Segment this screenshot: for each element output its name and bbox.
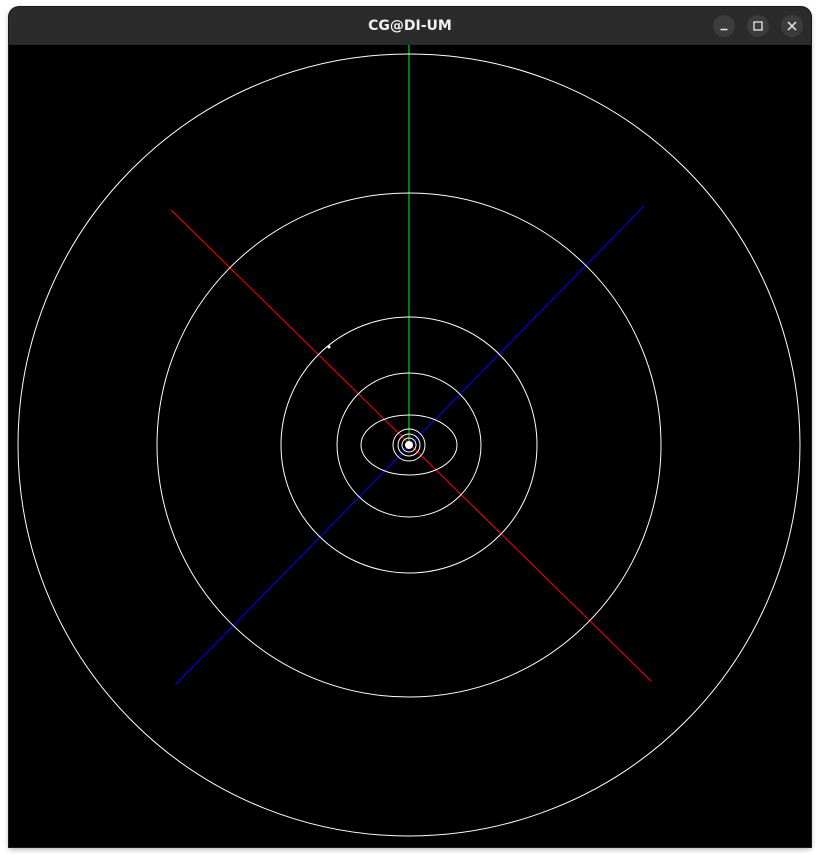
maximize-button[interactable] [747, 15, 769, 37]
opengl-viewport[interactable] [9, 45, 811, 847]
window-title: CG@DI-UM [368, 18, 452, 34]
orbit-5 [336, 372, 482, 518]
sun [405, 441, 413, 449]
minimize-icon [720, 28, 728, 31]
orbit-6 [280, 316, 538, 574]
close-button[interactable] [781, 15, 803, 37]
orbit-3 [392, 428, 426, 462]
app-window: CG@DI-UM [9, 7, 811, 847]
scene-canvas [17, 45, 801, 837]
title-bar[interactable]: CG@DI-UM [9, 7, 811, 46]
maximize-icon [753, 21, 763, 31]
orbit-8 [17, 53, 801, 837]
orbit-4 [360, 414, 458, 476]
orbit-1 [401, 437, 417, 453]
close-icon [787, 21, 797, 31]
planet [327, 345, 331, 349]
orbit-7 [156, 192, 662, 698]
orbit-2 [397, 433, 421, 457]
minimize-button[interactable] [713, 15, 735, 37]
